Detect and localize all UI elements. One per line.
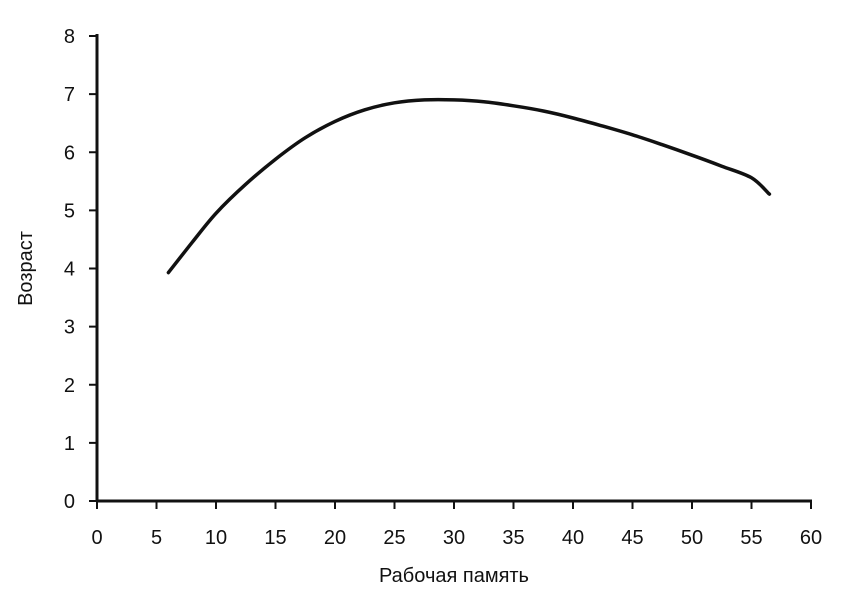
y-tick-label: 5 (64, 200, 75, 222)
x-tick-label: 20 (324, 527, 346, 549)
x-tick-label: 55 (740, 527, 762, 549)
y-tick-label: 3 (64, 317, 75, 339)
x-tick-label: 50 (681, 527, 703, 549)
y-tick-label: 7 (64, 84, 75, 106)
x-tick-label: 15 (264, 527, 286, 549)
y-axis-title: Возраст (15, 231, 37, 306)
x-axis-ticks: 0 5 10 15 20 25 30 35 40 45 50 55 60 (91, 501, 822, 549)
x-tick-label: 25 (383, 527, 405, 549)
x-tick-label: 30 (443, 527, 465, 549)
y-tick-label: 4 (64, 259, 75, 281)
y-tick-label: 8 (64, 26, 75, 48)
x-tick-label: 60 (800, 527, 822, 549)
x-tick-label: 35 (502, 527, 524, 549)
x-axis-title: Рабочая память (379, 565, 529, 587)
y-axis-ticks: 0 1 2 3 4 5 6 7 8 (64, 26, 97, 513)
y-tick-label: 6 (64, 142, 75, 164)
y-tick-label: 2 (64, 375, 75, 397)
y-tick-label: 1 (64, 433, 75, 455)
y-tick-label: 0 (64, 491, 75, 513)
x-tick-label: 0 (91, 527, 102, 549)
x-tick-label: 10 (205, 527, 227, 549)
series-line (166, 97, 772, 275)
x-tick-label: 45 (621, 527, 643, 549)
x-tick-label: 5 (151, 527, 162, 549)
x-tick-label: 40 (562, 527, 584, 549)
